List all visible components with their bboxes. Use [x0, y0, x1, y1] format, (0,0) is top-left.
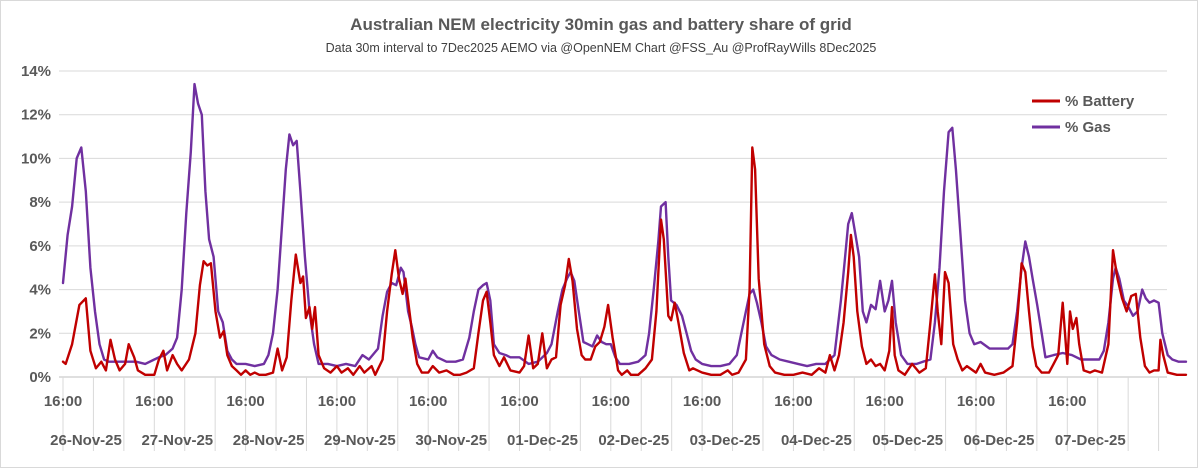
y-tick-label: 10%: [21, 150, 51, 167]
x-date-label: 28-Nov-25: [233, 432, 305, 449]
x-date-label: 06-Dec-25: [964, 432, 1035, 449]
x-time-label: 16:00: [500, 393, 538, 410]
x-date-label: 30-Nov-25: [415, 432, 487, 449]
series-layer: [61, 82, 1188, 376]
x-date-label: 02-Dec-25: [598, 432, 669, 449]
x-time-label: 16:00: [1048, 393, 1086, 410]
x-time-label: 16:00: [592, 393, 630, 410]
chart-title: Australian NEM electricity 30min gas and…: [350, 15, 852, 34]
chart-subtitle: Data 30m interval to 7Dec2025 AEMO via @…: [326, 41, 877, 55]
series-line-gas: [61, 82, 1188, 368]
x-time-label: 16:00: [774, 393, 812, 410]
y-tick-label: 2%: [29, 325, 51, 342]
x-date-label: 29-Nov-25: [324, 432, 396, 449]
y-tick-label: 12%: [21, 107, 51, 124]
x-time-label: 16:00: [226, 393, 264, 410]
x-time-label: 16:00: [318, 393, 356, 410]
y-tick-label: 6%: [29, 238, 51, 255]
y-tick-label: 14%: [21, 63, 51, 80]
x-time-label: 16:00: [135, 393, 173, 410]
y-tick-label: 4%: [29, 282, 51, 299]
x-time-label: 16:00: [409, 393, 447, 410]
x-date-label: 01-Dec-25: [507, 432, 578, 449]
x-time-label: 16:00: [44, 393, 82, 410]
y-tick-label: 8%: [29, 194, 51, 211]
y-tick-label: 0%: [29, 369, 51, 386]
x-time-label: 16:00: [683, 393, 721, 410]
legend: % Battery % Gas: [1032, 93, 1135, 136]
legend-label-battery: % Battery: [1065, 93, 1135, 110]
x-time-label: 16:00: [957, 393, 995, 410]
x-date-label: 03-Dec-25: [690, 432, 761, 449]
x-date-label: 04-Dec-25: [781, 432, 852, 449]
x-time-label: 16:00: [866, 393, 904, 410]
x-date-label: 26-Nov-25: [50, 432, 122, 449]
x-date-label: 05-Dec-25: [872, 432, 943, 449]
axis-layer: 0% 2% 4% 6% 8% 10% 12% 14% 16:00 26-Nov-25 16:00 27…: [21, 63, 1167, 451]
x-date-label: 27-Nov-25: [141, 432, 213, 449]
grid-layer: [59, 70, 1167, 378]
legend-label-gas: % Gas: [1065, 119, 1111, 136]
x-date-label: 07-Dec-25: [1055, 432, 1126, 449]
series-line-battery: [61, 146, 1188, 376]
